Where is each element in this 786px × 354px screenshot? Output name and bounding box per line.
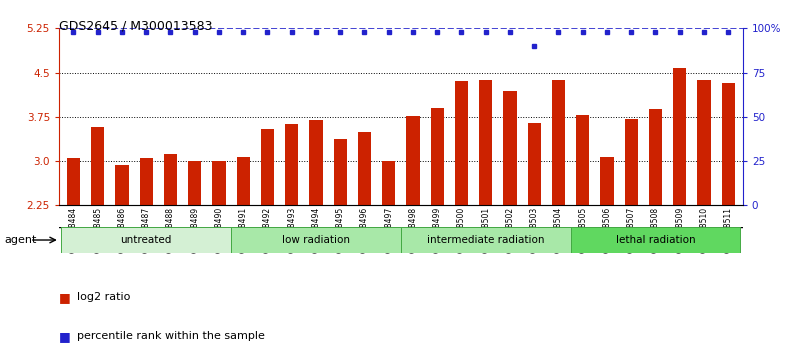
Bar: [697, 80, 711, 205]
Text: ■: ■: [59, 330, 71, 343]
Bar: [648, 109, 662, 205]
Bar: [503, 91, 516, 205]
Bar: [571, 227, 740, 253]
Bar: [285, 124, 299, 205]
Bar: [261, 129, 274, 205]
Bar: [601, 157, 614, 205]
Bar: [673, 68, 686, 205]
Text: untreated: untreated: [120, 235, 172, 245]
Bar: [625, 119, 638, 205]
Bar: [212, 161, 226, 205]
Bar: [401, 227, 571, 253]
Bar: [576, 115, 590, 205]
Text: low radiation: low radiation: [282, 235, 350, 245]
Bar: [67, 158, 80, 205]
Bar: [358, 132, 371, 205]
Text: intermediate radiation: intermediate radiation: [427, 235, 545, 245]
Bar: [188, 161, 201, 205]
Bar: [382, 161, 395, 205]
Text: GDS2645 / M300013583: GDS2645 / M300013583: [59, 19, 212, 33]
Text: log2 ratio: log2 ratio: [77, 292, 130, 302]
Bar: [231, 227, 401, 253]
Bar: [455, 81, 468, 205]
Bar: [116, 165, 129, 205]
Bar: [722, 83, 735, 205]
Bar: [479, 80, 492, 205]
Bar: [91, 127, 105, 205]
Bar: [237, 157, 250, 205]
Bar: [61, 227, 231, 253]
Bar: [333, 139, 347, 205]
Bar: [140, 158, 153, 205]
Text: ■: ■: [59, 291, 71, 304]
Bar: [310, 120, 323, 205]
Bar: [527, 123, 541, 205]
Text: agent: agent: [4, 235, 36, 245]
Bar: [163, 154, 177, 205]
Text: percentile rank within the sample: percentile rank within the sample: [77, 331, 265, 341]
Bar: [552, 80, 565, 205]
Bar: [431, 108, 444, 205]
Bar: [406, 116, 420, 205]
Text: lethal radiation: lethal radiation: [615, 235, 696, 245]
